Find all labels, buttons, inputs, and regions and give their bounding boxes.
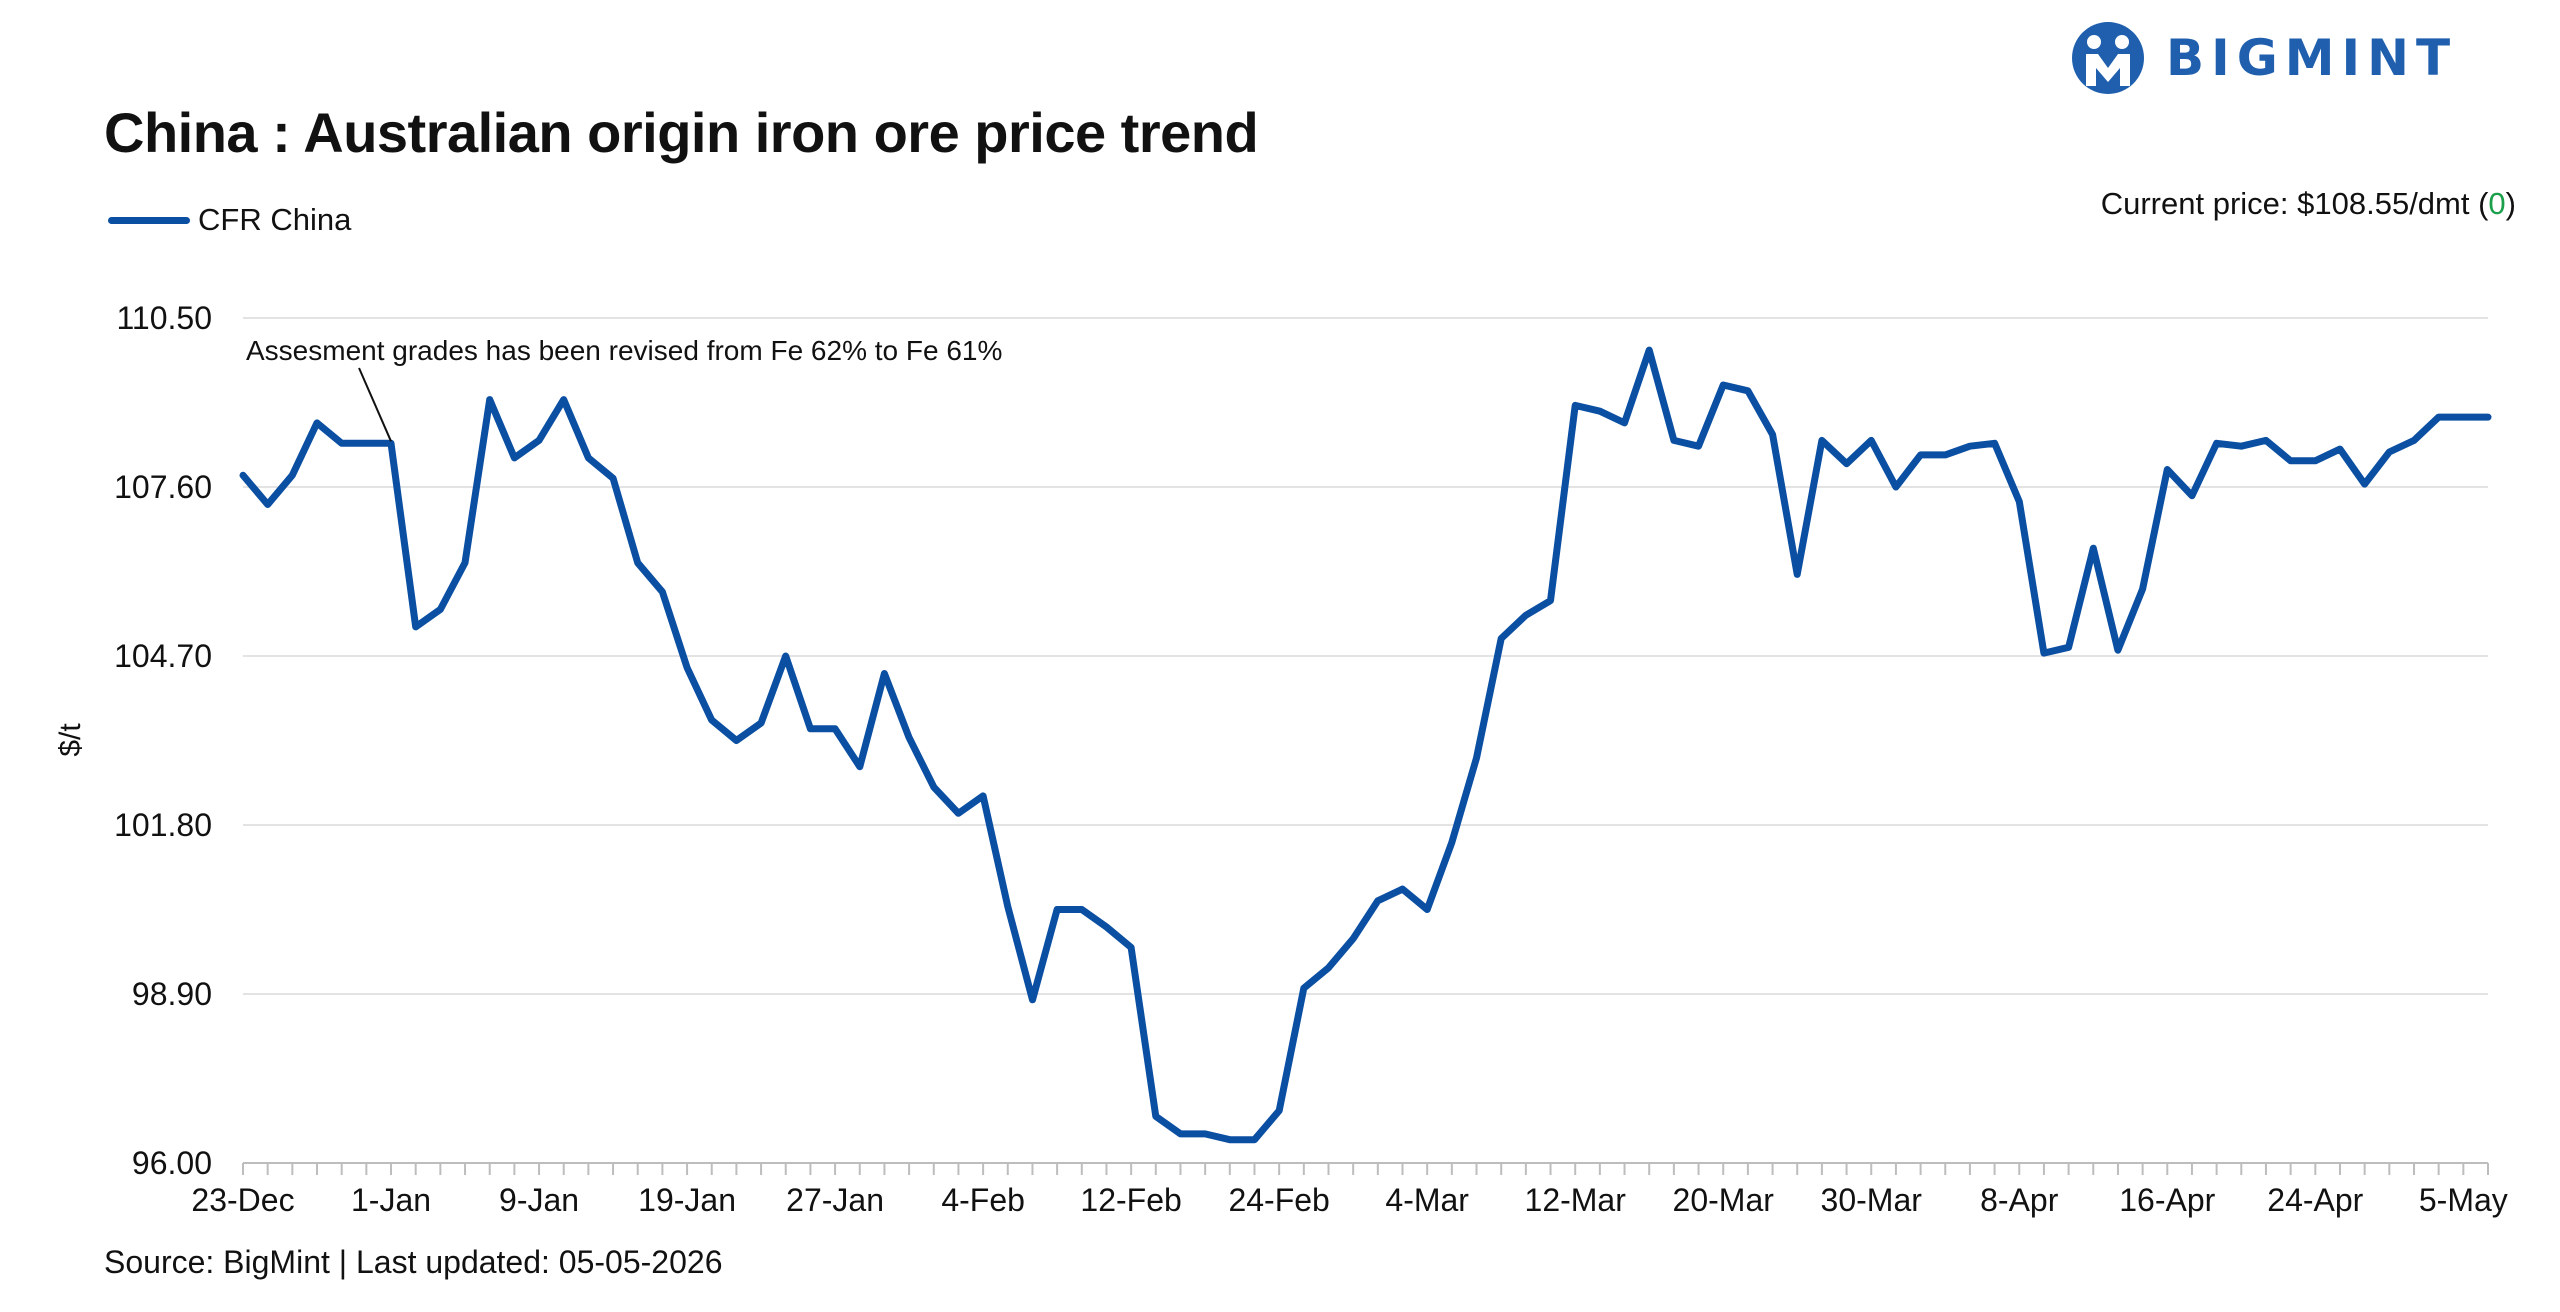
y-axis-label: $/t	[54, 723, 87, 757]
legend: CFR China	[108, 202, 351, 238]
x-tick-label: 19-Jan	[638, 1182, 736, 1218]
annotation-leader	[358, 367, 392, 442]
y-tick-label: 101.80	[114, 807, 212, 843]
x-tick-label: 12-Feb	[1080, 1182, 1181, 1218]
bigmint-logo: BIGMINT	[2070, 20, 2457, 96]
current-price-label: Current price: $108.55/dmt (	[2100, 186, 2489, 221]
y-axis-ticks: 110.50 107.60 104.70 101.80 98.90 96.00	[114, 300, 212, 1181]
y-tick-label: 98.90	[132, 976, 212, 1012]
x-tick-label: 5-May	[2419, 1182, 2508, 1218]
x-tick-label: 12-Mar	[1525, 1182, 1627, 1218]
bigmint-logo-icon	[2072, 22, 2144, 94]
series-layer	[239, 346, 2492, 1144]
x-tick-label: 23-Dec	[191, 1182, 294, 1218]
page-title: China : Australian origin iron ore price…	[104, 101, 1259, 164]
x-tick-label: 4-Mar	[1385, 1182, 1469, 1218]
current-price-change: 0	[2488, 186, 2506, 221]
current-price: Current price: $108.55/dmt (0)	[2101, 186, 2516, 222]
y-tick-label: 107.60	[114, 469, 212, 505]
x-tick-label: 1-Jan	[351, 1182, 431, 1218]
y-tick-label: 96.00	[132, 1145, 212, 1181]
grid-lines	[243, 317, 2488, 995]
x-tick-label: 20-Mar	[1673, 1182, 1775, 1218]
x-tick-label: 9-Jan	[499, 1182, 579, 1218]
legend-swatch	[108, 216, 190, 224]
y-tick-label: 104.70	[114, 638, 212, 674]
x-tick-label: 24-Feb	[1228, 1182, 1329, 1218]
y-tick-label: 110.50	[117, 300, 213, 336]
x-tick-label: 27-Jan	[786, 1182, 884, 1218]
source-note: Source: BigMint | Last updated: 05-05-20…	[104, 1244, 723, 1280]
x-tick-label: 24-Apr	[2267, 1182, 2363, 1218]
legend-label: CFR China	[198, 202, 352, 237]
annotation-text: Assesment grades has been revised from F…	[246, 335, 1002, 366]
x-tick-label: 4-Feb	[941, 1182, 1025, 1218]
series-line-cfr-china	[239, 346, 2492, 1144]
x-tick-label: 16-Apr	[2119, 1182, 2215, 1218]
x-axis: 23-Dec 1-Jan 9-Jan 19-Jan 27-Jan 4-Feb 12-Feb 2…	[191, 1162, 2508, 1218]
bigmint-logo-text: BIGMINT	[2166, 29, 2458, 87]
annotation-layer: Assesment grades has been revised from F…	[246, 335, 1002, 442]
current-price-close: )	[2505, 186, 2516, 221]
x-tick-label: 30-Mar	[1821, 1182, 1923, 1218]
x-tick-label: 8-Apr	[1980, 1182, 2059, 1218]
